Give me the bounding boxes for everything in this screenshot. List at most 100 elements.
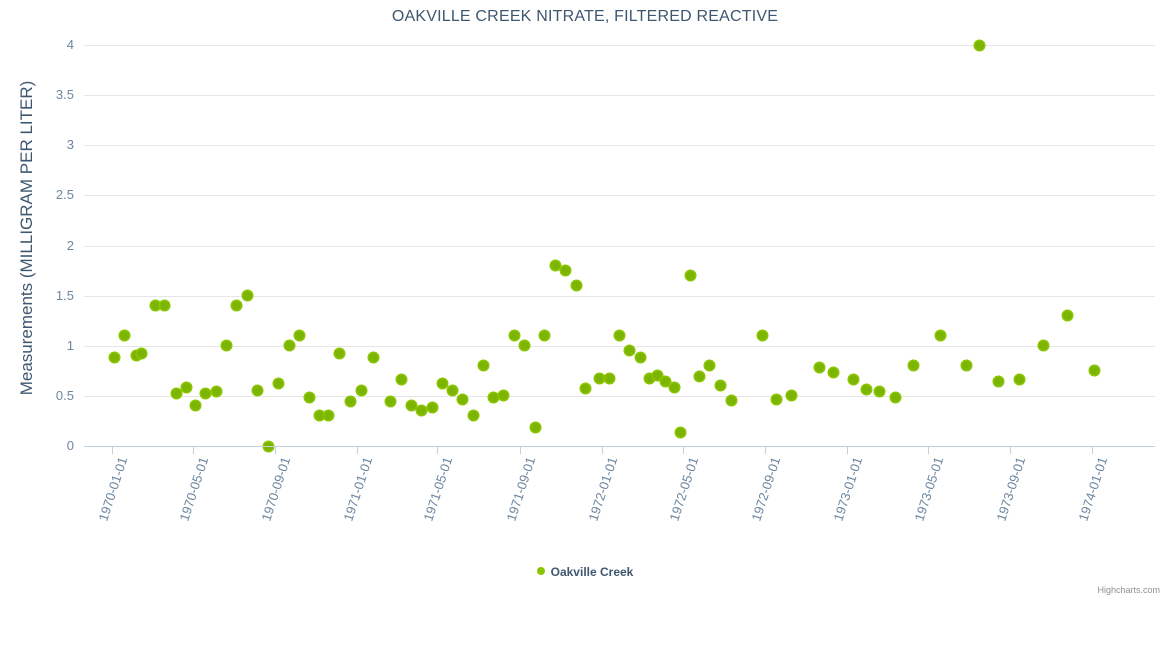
- data-point[interactable]: [550, 261, 560, 271]
- x-axis-tick-label: 1971-05-01: [420, 455, 456, 523]
- x-axis-tick-label: 1971-01-01: [340, 455, 376, 523]
- data-point[interactable]: [131, 351, 141, 361]
- gridline: [84, 345, 1155, 347]
- data-point[interactable]: [232, 301, 242, 311]
- data-point[interactable]: [829, 368, 839, 378]
- data-point[interactable]: [652, 371, 662, 381]
- y-axis-tick-label: 4: [66, 37, 74, 52]
- data-point[interactable]: [1062, 311, 1072, 321]
- plot-area: [84, 40, 1155, 451]
- x-axis-tick: [192, 447, 194, 454]
- data-point[interactable]: [110, 353, 120, 363]
- data-point[interactable]: [469, 411, 479, 421]
- data-point[interactable]: [758, 331, 768, 341]
- x-axis-tick: [1010, 447, 1012, 454]
- x-axis-tick-label: 1974-01-01: [1075, 455, 1111, 523]
- data-point[interactable]: [150, 301, 160, 311]
- chart-title: OAKVILLE CREEK NITRATE, FILTERED REACTIV…: [391, 8, 779, 25]
- data-point[interactable]: [172, 389, 182, 399]
- data-point[interactable]: [200, 389, 210, 399]
- data-point[interactable]: [1015, 375, 1025, 385]
- data-point[interactable]: [636, 353, 646, 363]
- data-point[interactable]: [962, 361, 972, 371]
- chart-legend[interactable]: Oakville Creek: [0, 564, 1170, 579]
- x-axis-tick-label: 1973-09-01: [993, 455, 1029, 523]
- data-point[interactable]: [540, 331, 550, 341]
- data-point[interactable]: [705, 361, 715, 371]
- data-point[interactable]: [294, 331, 304, 341]
- data-point[interactable]: [253, 386, 263, 396]
- data-point[interactable]: [273, 379, 283, 389]
- x-axis-tick-label: 1972-09-01: [748, 455, 784, 523]
- data-point[interactable]: [935, 331, 945, 341]
- data-point[interactable]: [520, 341, 530, 351]
- data-point[interactable]: [417, 406, 427, 416]
- data-point[interactable]: [458, 395, 468, 405]
- data-point[interactable]: [345, 397, 355, 407]
- data-point[interactable]: [561, 266, 570, 276]
- data-point[interactable]: [669, 383, 679, 393]
- data-point[interactable]: [159, 301, 169, 311]
- x-axis-line: [84, 446, 1155, 447]
- data-point[interactable]: [335, 349, 344, 359]
- data-point[interactable]: [221, 341, 231, 351]
- data-point[interactable]: [324, 411, 334, 421]
- data-point[interactable]: [499, 391, 509, 401]
- data-point[interactable]: [530, 423, 540, 433]
- data-point[interactable]: [314, 411, 324, 421]
- data-point[interactable]: [368, 353, 378, 363]
- data-point[interactable]: [848, 375, 858, 385]
- legend-item-label: Oakville Creek: [550, 564, 634, 579]
- data-point[interactable]: [478, 361, 488, 371]
- data-point[interactable]: [428, 403, 438, 413]
- data-point[interactable]: [510, 331, 520, 341]
- gridline: [84, 295, 1155, 297]
- data-point[interactable]: [1038, 341, 1048, 351]
- data-point[interactable]: [396, 375, 406, 385]
- data-point[interactable]: [571, 281, 581, 291]
- data-point[interactable]: [909, 361, 919, 371]
- data-point[interactable]: [862, 385, 872, 395]
- data-point[interactable]: [660, 377, 670, 387]
- data-point[interactable]: [211, 387, 221, 397]
- y-axis-tick-label: 3: [66, 137, 74, 153]
- data-point[interactable]: [385, 397, 395, 407]
- data-point[interactable]: [787, 391, 797, 401]
- data-point[interactable]: [489, 393, 499, 403]
- data-point[interactable]: [448, 386, 458, 396]
- data-point[interactable]: [357, 386, 367, 396]
- data-point[interactable]: [604, 374, 614, 384]
- data-point[interactable]: [407, 401, 417, 411]
- data-point[interactable]: [685, 271, 695, 281]
- y-axis-tick-label: 2: [66, 237, 74, 253]
- x-axis-tick: [112, 447, 114, 454]
- data-point[interactable]: [890, 393, 900, 403]
- data-point[interactable]: [284, 341, 294, 351]
- data-point[interactable]: [182, 383, 192, 393]
- data-point[interactable]: [437, 379, 447, 389]
- data-point[interactable]: [726, 396, 736, 406]
- data-point[interactable]: [644, 374, 654, 384]
- data-point[interactable]: [120, 331, 130, 341]
- data-point[interactable]: [304, 393, 314, 403]
- data-point[interactable]: [676, 428, 686, 438]
- x-axis-tick: [927, 447, 929, 454]
- data-point[interactable]: [581, 384, 591, 394]
- data-point[interactable]: [814, 363, 824, 373]
- y-axis-tick-label: 1: [66, 337, 74, 353]
- data-point[interactable]: [874, 387, 884, 397]
- data-point[interactable]: [243, 291, 253, 301]
- data-point[interactable]: [975, 40, 985, 50]
- data-point[interactable]: [594, 374, 604, 384]
- data-point[interactable]: [1090, 366, 1100, 376]
- data-point[interactable]: [190, 401, 200, 411]
- data-point[interactable]: [615, 331, 625, 341]
- data-point[interactable]: [772, 395, 782, 405]
- data-point[interactable]: [994, 377, 1004, 387]
- data-point[interactable]: [715, 381, 725, 391]
- gridline: [84, 45, 1155, 46]
- data-point[interactable]: [695, 372, 705, 382]
- x-axis-tick-label: 1970-09-01: [258, 455, 294, 523]
- data-point[interactable]: [625, 346, 635, 356]
- data-point[interactable]: [137, 349, 147, 359]
